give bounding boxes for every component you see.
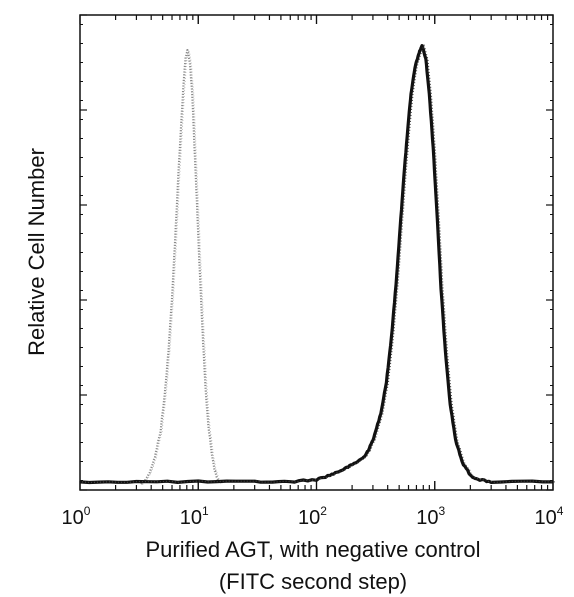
x-axis-title-line-1: Purified AGT, with negative control <box>145 537 480 562</box>
x-tick-label: 102 <box>298 504 327 529</box>
x-tick-label: 100 <box>62 504 91 529</box>
agt-histogram <box>79 43 553 485</box>
axis-ticks <box>79 14 554 491</box>
y-axis-title: Relative Cell Number <box>24 148 49 356</box>
plot-frame <box>79 14 554 491</box>
x-tick-label: 101 <box>180 504 209 529</box>
x-tick-label: 104 <box>535 504 564 529</box>
x-axis-title-line-2: (FITC second step) <box>219 569 407 594</box>
x-tick-label: 103 <box>416 504 445 529</box>
agt-histogram-texture <box>81 43 555 484</box>
histogram-curves <box>79 43 555 485</box>
x-tick-labels: 100 101 102 103 104 <box>62 504 564 529</box>
negative-control-histogram-shadow <box>142 50 223 485</box>
negative-control-histogram <box>140 48 222 485</box>
